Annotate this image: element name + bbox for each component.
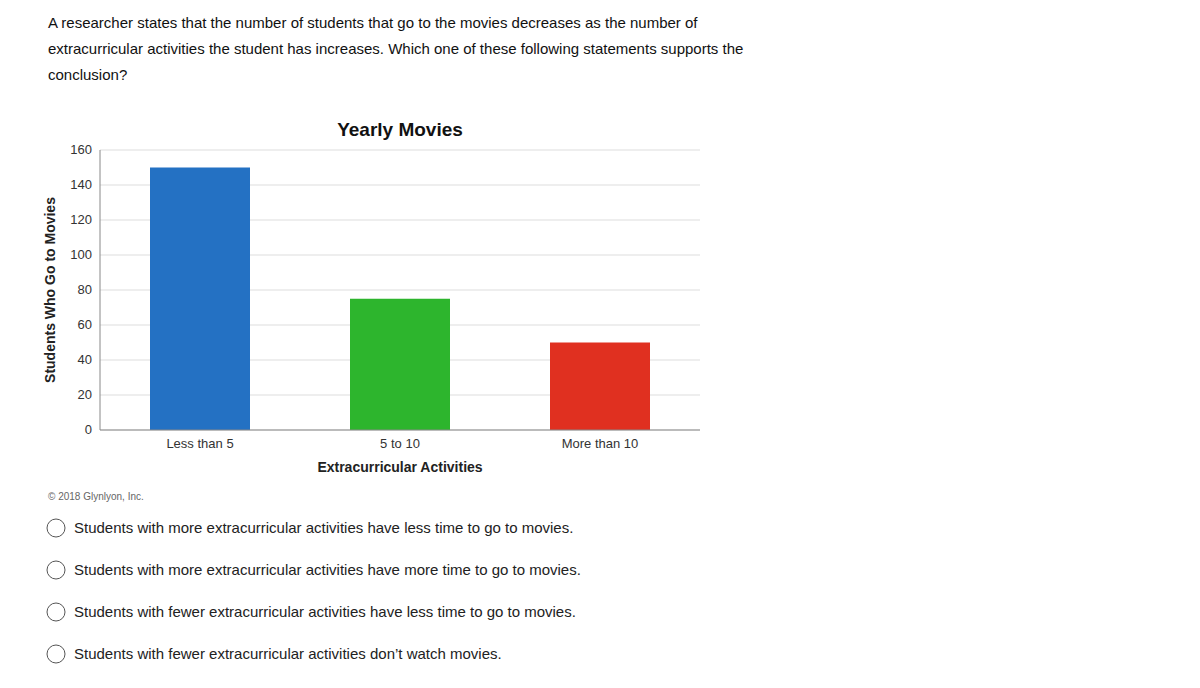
y-tick-label: 140 bbox=[70, 177, 92, 192]
x-axis-line bbox=[100, 430, 700, 431]
grid bbox=[100, 150, 700, 430]
answer-option[interactable]: Students with more extracurricular activ… bbox=[47, 561, 581, 579]
grid-line bbox=[100, 150, 700, 151]
y-tick-label: 40 bbox=[78, 352, 92, 367]
answer-option[interactable]: Students with fewer extracurricular acti… bbox=[47, 603, 576, 621]
y-tick-label: 160 bbox=[70, 142, 92, 157]
question-text: extracurricular activities the student h… bbox=[48, 40, 743, 57]
answer-option[interactable]: Students with more extracurricular activ… bbox=[47, 519, 573, 537]
x-tick-label: Less than 5 bbox=[166, 436, 233, 451]
option-text[interactable]: Students with more extracurricular activ… bbox=[74, 561, 581, 578]
page: A researcher states that the number of s… bbox=[0, 0, 1200, 688]
option-text[interactable]: Students with fewer extracurricular acti… bbox=[74, 603, 576, 620]
bar bbox=[150, 168, 250, 431]
x-tick-label: More than 10 bbox=[562, 436, 639, 451]
bar bbox=[350, 299, 450, 430]
radio-button[interactable] bbox=[47, 519, 65, 537]
chart-canvas: A researcher states that the number of s… bbox=[0, 0, 1200, 688]
question-text: conclusion? bbox=[48, 66, 127, 83]
y-tick-label: 80 bbox=[78, 282, 92, 297]
y-axis-label: Students Who Go to Movies bbox=[42, 197, 58, 383]
radio-button[interactable] bbox=[47, 603, 65, 621]
bars bbox=[150, 168, 650, 431]
question-text: A researcher states that the number of s… bbox=[48, 14, 698, 31]
bar bbox=[550, 343, 650, 431]
x-axis-label: Extracurricular Activities bbox=[317, 459, 482, 475]
copyright: © 2018 Glynlyon, Inc. bbox=[48, 491, 144, 502]
option-text[interactable]: Students with fewer extracurricular acti… bbox=[74, 645, 502, 662]
x-tick-label: 5 to 10 bbox=[380, 436, 420, 451]
y-tick-label: 60 bbox=[78, 317, 92, 332]
grid-line bbox=[100, 430, 700, 431]
y-tick-label: 0 bbox=[85, 422, 92, 437]
y-tick-label: 20 bbox=[78, 387, 92, 402]
radio-button[interactable] bbox=[47, 645, 65, 663]
y-axis-line bbox=[100, 150, 101, 430]
chart-title: Yearly Movies bbox=[337, 119, 463, 140]
y-tick-label: 120 bbox=[70, 212, 92, 227]
y-tick-label: 100 bbox=[70, 247, 92, 262]
option-text[interactable]: Students with more extracurricular activ… bbox=[74, 519, 573, 536]
radio-button[interactable] bbox=[47, 561, 65, 579]
answer-option[interactable]: Students with fewer extracurricular acti… bbox=[47, 645, 502, 663]
